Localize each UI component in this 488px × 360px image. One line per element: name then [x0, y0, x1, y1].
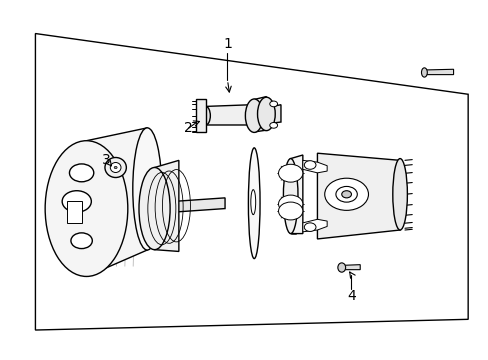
Circle shape	[304, 223, 315, 231]
Polygon shape	[67, 202, 81, 223]
Polygon shape	[86, 128, 147, 276]
Ellipse shape	[45, 141, 127, 276]
Polygon shape	[266, 105, 281, 124]
Circle shape	[278, 202, 302, 220]
Polygon shape	[341, 265, 360, 270]
Circle shape	[278, 164, 302, 182]
Ellipse shape	[257, 97, 275, 131]
Circle shape	[341, 191, 351, 198]
Circle shape	[269, 122, 277, 128]
Polygon shape	[254, 96, 266, 132]
Ellipse shape	[201, 107, 210, 125]
Ellipse shape	[105, 157, 126, 177]
Polygon shape	[302, 160, 326, 173]
Circle shape	[269, 101, 277, 107]
Text: 1: 1	[223, 37, 231, 51]
Ellipse shape	[392, 158, 407, 230]
Ellipse shape	[139, 167, 170, 249]
Circle shape	[62, 191, 91, 212]
Ellipse shape	[245, 99, 263, 132]
Text: 2: 2	[184, 121, 193, 135]
Polygon shape	[147, 198, 224, 214]
Circle shape	[335, 186, 357, 202]
Circle shape	[114, 166, 117, 168]
Text: 3: 3	[102, 153, 110, 167]
Ellipse shape	[283, 158, 297, 234]
Ellipse shape	[249, 105, 259, 124]
Polygon shape	[196, 99, 205, 132]
Polygon shape	[205, 105, 254, 125]
Polygon shape	[424, 69, 453, 75]
Polygon shape	[290, 155, 302, 234]
Polygon shape	[154, 160, 179, 251]
Ellipse shape	[250, 190, 255, 215]
Text: 4: 4	[346, 289, 355, 303]
Circle shape	[324, 178, 368, 210]
Ellipse shape	[133, 128, 162, 250]
Circle shape	[71, 233, 92, 249]
Ellipse shape	[248, 148, 260, 258]
Circle shape	[304, 161, 315, 169]
Polygon shape	[302, 219, 326, 232]
Ellipse shape	[337, 263, 345, 272]
Circle shape	[69, 164, 94, 182]
Ellipse shape	[110, 162, 121, 172]
Ellipse shape	[421, 68, 427, 77]
Polygon shape	[317, 153, 399, 239]
Circle shape	[278, 195, 302, 213]
